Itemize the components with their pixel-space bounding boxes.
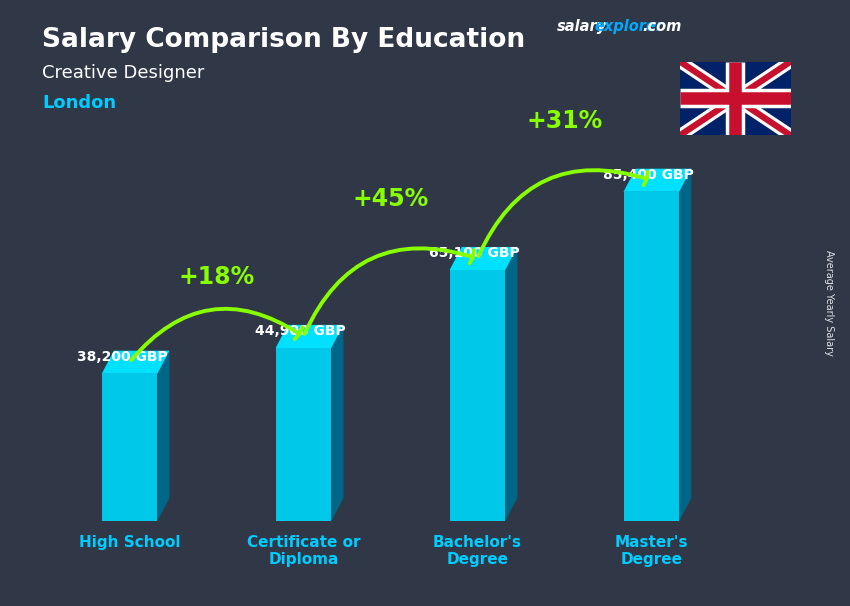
Polygon shape — [680, 62, 790, 135]
Polygon shape — [102, 351, 169, 374]
Polygon shape — [624, 192, 679, 521]
Text: London: London — [42, 94, 116, 112]
Text: 65,100 GBP: 65,100 GBP — [428, 247, 519, 261]
Text: 85,400 GBP: 85,400 GBP — [603, 168, 694, 182]
Polygon shape — [332, 325, 343, 521]
Text: .com: .com — [643, 19, 682, 35]
Polygon shape — [450, 270, 505, 521]
Text: explorer: explorer — [594, 19, 663, 35]
Polygon shape — [505, 247, 518, 521]
Polygon shape — [275, 348, 332, 521]
Polygon shape — [450, 247, 518, 270]
Text: salary: salary — [557, 19, 607, 35]
Text: 38,200 GBP: 38,200 GBP — [77, 350, 168, 364]
Polygon shape — [102, 374, 157, 521]
Text: Creative Designer: Creative Designer — [42, 64, 205, 82]
Text: 44,900 GBP: 44,900 GBP — [255, 324, 345, 338]
Polygon shape — [679, 168, 691, 521]
Polygon shape — [157, 351, 169, 521]
Polygon shape — [624, 168, 691, 192]
Text: +31%: +31% — [526, 109, 603, 133]
Polygon shape — [275, 325, 343, 348]
Text: +18%: +18% — [178, 265, 255, 289]
Text: +45%: +45% — [352, 187, 428, 211]
Text: Salary Comparison By Education: Salary Comparison By Education — [42, 27, 525, 53]
Text: Average Yearly Salary: Average Yearly Salary — [824, 250, 834, 356]
